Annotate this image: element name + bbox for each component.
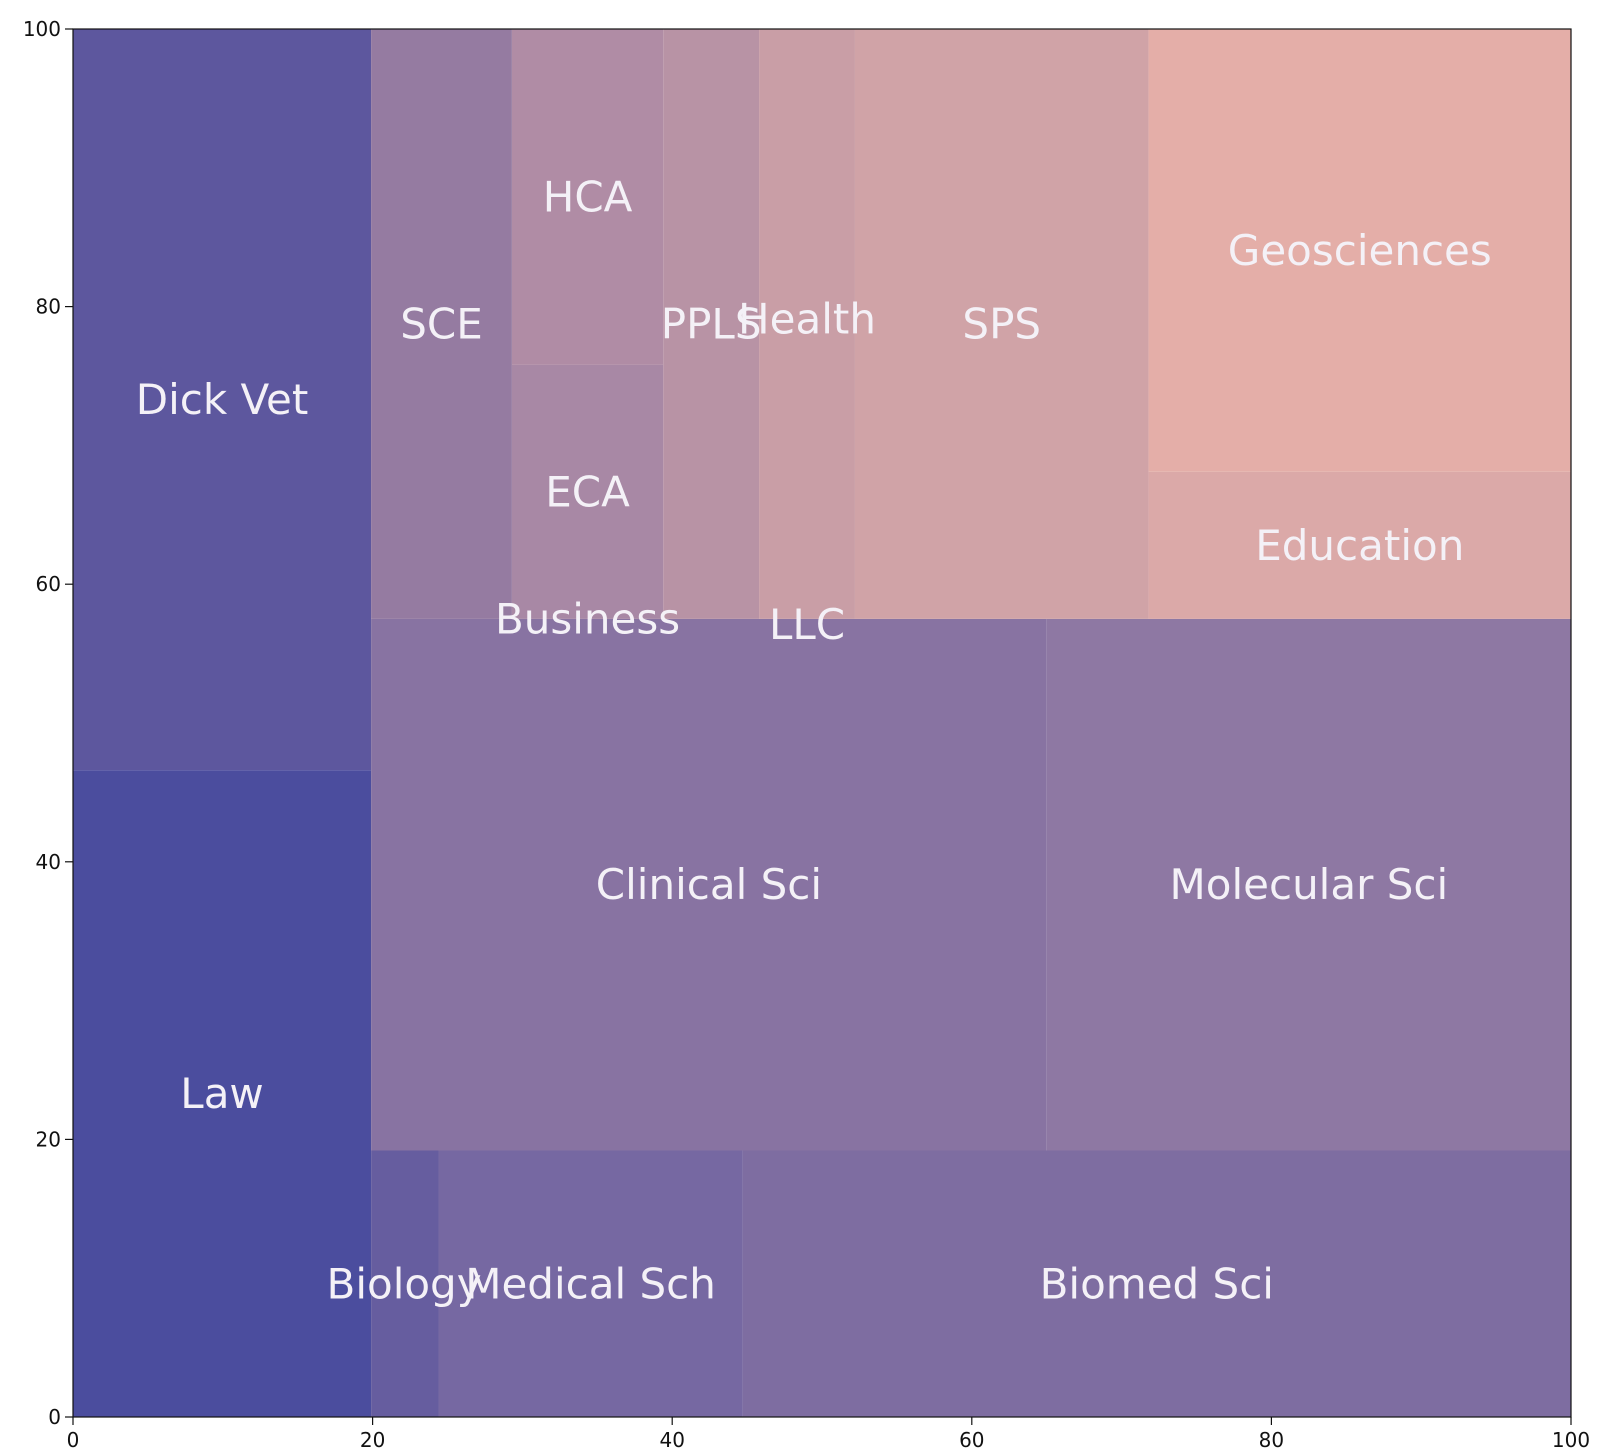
x-tick-label: 60 bbox=[959, 1428, 984, 1452]
x-tick-label: 0 bbox=[67, 1428, 80, 1452]
treemap-rect-dick-vet bbox=[73, 29, 372, 771]
treemap-rect-molecular-sci bbox=[1046, 618, 1571, 1151]
treemap-label-ppls: PPLS bbox=[661, 299, 762, 348]
y-axis-ticks: 0 20 40 60 80 100 bbox=[23, 17, 73, 1429]
treemap-label-molecular-sci: Molecular Sci bbox=[1170, 860, 1449, 909]
y-tick-label: 0 bbox=[48, 1405, 61, 1429]
treemap-rect-sce bbox=[371, 29, 512, 619]
treemap-rect-geosciences bbox=[1148, 29, 1571, 472]
treemap-label-law: Law bbox=[180, 1069, 264, 1118]
treemap-label-biology: Biology bbox=[327, 1259, 482, 1308]
treemap-rect-medical-sch bbox=[438, 1150, 743, 1417]
treemap-rects bbox=[73, 29, 1571, 1417]
treemap-rect-health bbox=[759, 29, 855, 619]
treemap-rect-biomed-sci bbox=[742, 1150, 1571, 1417]
y-tick-label: 20 bbox=[36, 1127, 61, 1151]
treemap-label-medical-sch: Medical Sch bbox=[465, 1259, 716, 1308]
treemap-label-geosciences: Geosciences bbox=[1228, 226, 1492, 275]
treemap-label-sps: SPS bbox=[962, 299, 1041, 348]
treemap-rect-sps bbox=[854, 29, 1149, 619]
treemap-rect-biology bbox=[371, 1150, 439, 1417]
treemap-rect-ppls bbox=[663, 29, 760, 619]
treemap-label-dick-vet: Dick Vet bbox=[136, 375, 309, 424]
x-tick-label: 80 bbox=[1259, 1428, 1284, 1452]
treemap-label-business: Business bbox=[495, 594, 680, 643]
treemap-label-sce: SCE bbox=[400, 299, 483, 348]
x-axis-ticks: 0 20 40 60 80 100 bbox=[67, 1417, 1590, 1452]
treemap-label-llc: LLC bbox=[769, 600, 845, 649]
x-tick-label: 20 bbox=[360, 1428, 385, 1452]
y-tick-label: 60 bbox=[36, 572, 61, 596]
treemap-label-clinical-sci: Clinical Sci bbox=[596, 860, 822, 909]
treemap-rect-hca bbox=[511, 29, 664, 365]
y-tick-label: 40 bbox=[36, 850, 61, 874]
treemap-label-education: Education bbox=[1255, 521, 1464, 570]
x-tick-label: 100 bbox=[1552, 1428, 1590, 1452]
x-tick-label: 40 bbox=[659, 1428, 684, 1452]
axes-frame bbox=[72, 28, 1572, 1418]
treemap-label-biomed-sci: Biomed Sci bbox=[1040, 1259, 1274, 1308]
treemap-rect-eca bbox=[511, 364, 664, 619]
y-tick-label: 80 bbox=[36, 295, 61, 319]
treemap-label-hca: HCA bbox=[543, 172, 633, 221]
treemap-rect-clinical-sci bbox=[371, 618, 1047, 1151]
treemap-rect-law bbox=[73, 770, 372, 1417]
y-tick-label: 100 bbox=[23, 17, 61, 41]
treemap-label-eca: ECA bbox=[545, 467, 630, 516]
treemap-label-health: Health bbox=[738, 295, 876, 344]
treemap-rect-education bbox=[1148, 471, 1571, 619]
